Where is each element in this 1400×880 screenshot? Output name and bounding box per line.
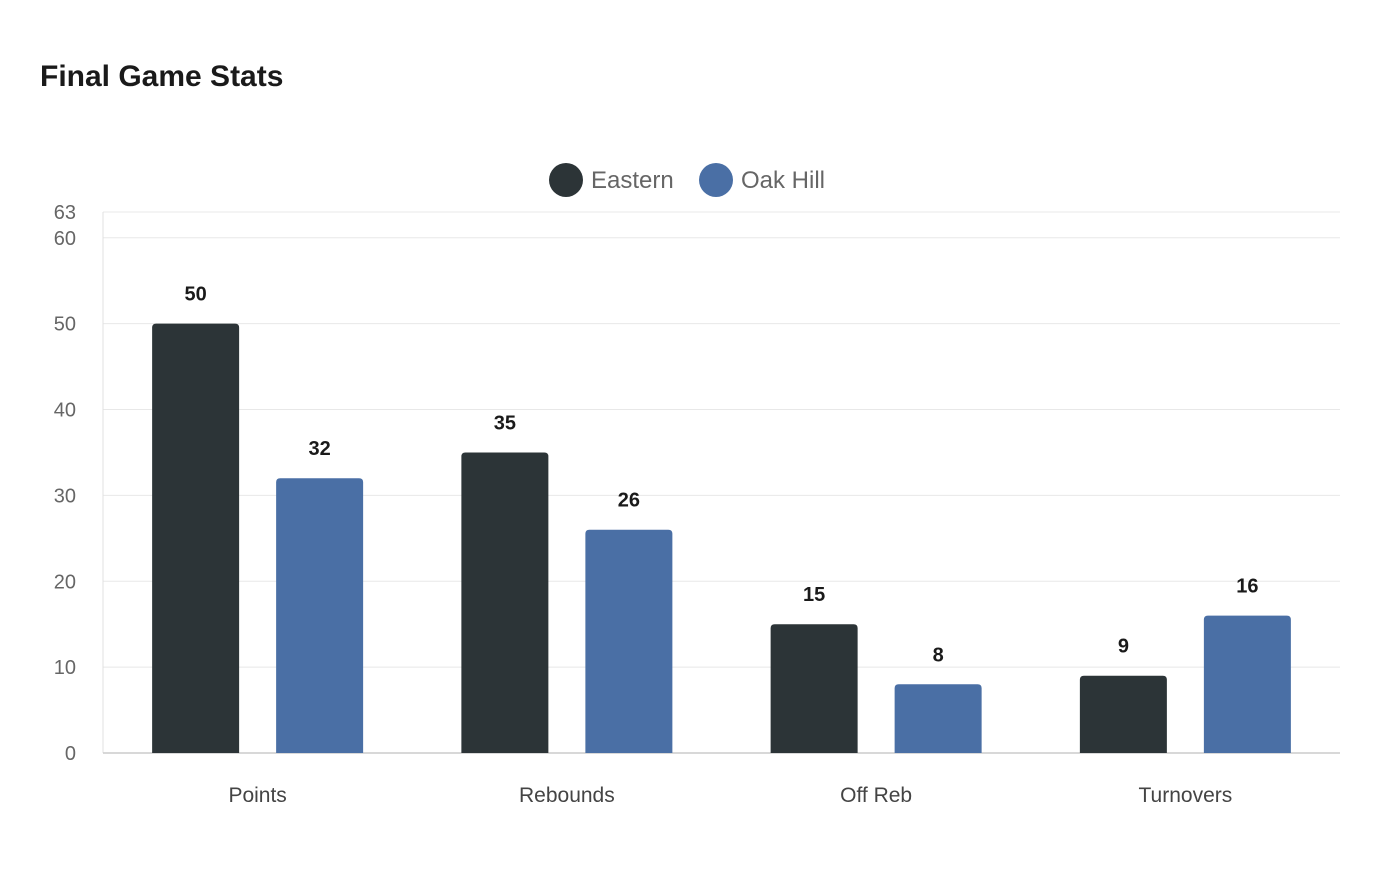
y-tick-label: 60 xyxy=(54,228,76,250)
data-label: 50 xyxy=(185,284,207,306)
bar-eastern xyxy=(770,624,858,753)
x-tick-label: Off Reb xyxy=(840,784,912,807)
y-tick-label: 63 xyxy=(54,202,76,224)
legend-swatch xyxy=(699,163,733,197)
y-tick-label: 50 xyxy=(54,314,76,336)
data-label: 9 xyxy=(1118,636,1129,658)
data-label: 15 xyxy=(803,584,825,606)
x-tick-label: Turnovers xyxy=(1138,784,1232,807)
y-tick-label: 20 xyxy=(54,571,76,593)
y-tick-label: 10 xyxy=(54,657,76,679)
legend-label: Oak Hill xyxy=(741,167,825,194)
bar-oak-hill xyxy=(894,684,982,753)
data-label: 16 xyxy=(1236,576,1258,598)
y-tick-label: 0 xyxy=(65,743,76,765)
data-label: 26 xyxy=(618,490,640,512)
data-label: 35 xyxy=(494,412,516,434)
data-label: 32 xyxy=(309,438,331,460)
bar-oak-hill xyxy=(276,478,364,753)
y-tick-label: 40 xyxy=(54,400,76,422)
data-label: 8 xyxy=(933,644,944,666)
x-tick-label: Points xyxy=(228,784,286,807)
bar-oak-hill xyxy=(1203,615,1291,753)
x-tick-label: Rebounds xyxy=(519,784,615,807)
bar-oak-hill xyxy=(585,529,673,753)
y-tick-label: 30 xyxy=(54,485,76,507)
bar-eastern xyxy=(461,452,549,753)
legend-label: Eastern xyxy=(591,167,674,194)
legend-swatch xyxy=(549,163,583,197)
bar-eastern xyxy=(152,323,240,753)
bar-eastern xyxy=(1079,675,1167,753)
chart-title: Final Game Stats xyxy=(40,60,284,93)
